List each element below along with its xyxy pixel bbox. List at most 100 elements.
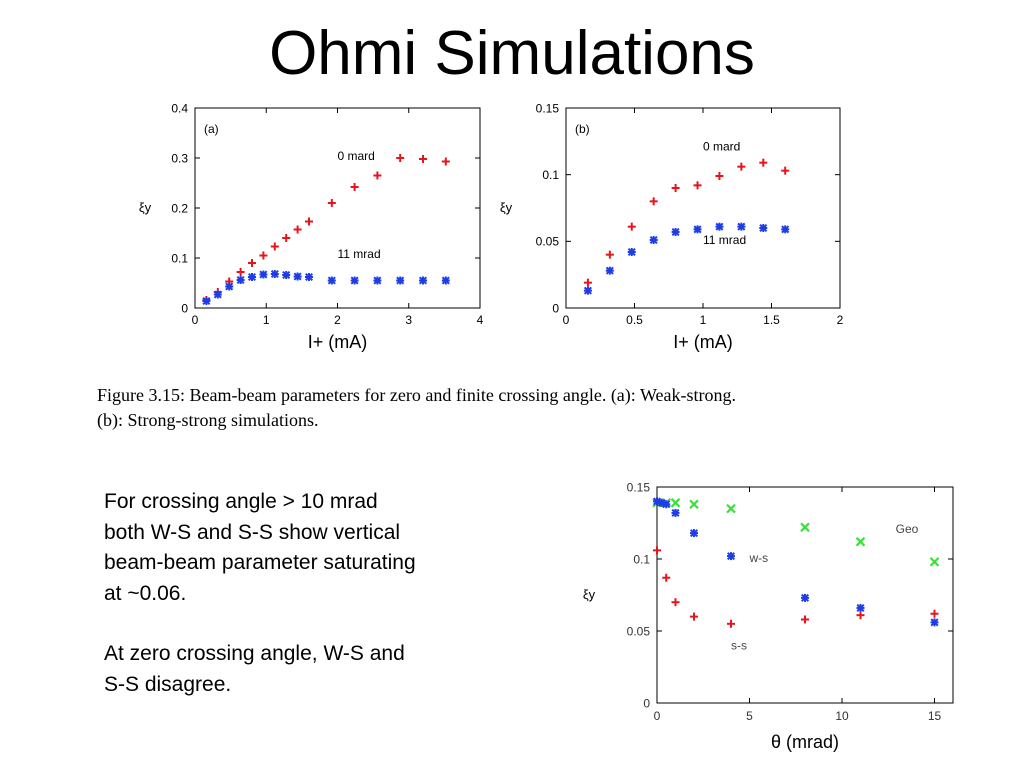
- series-label: w-s: [749, 551, 769, 565]
- data-point: [727, 619, 735, 628]
- data-point: [396, 276, 405, 285]
- data-point: [583, 278, 592, 287]
- x-tick-label: 1: [700, 313, 707, 327]
- series-label: 0 mard: [703, 140, 740, 154]
- series-11-mrad: [583, 222, 790, 295]
- data-point: [441, 276, 450, 285]
- data-point: [202, 296, 211, 306]
- note-paragraph-2: At zero crossing angle, W-S and S-S disa…: [104, 639, 504, 700]
- data-point: [248, 259, 256, 267]
- data-point: [293, 225, 302, 234]
- data-point: [282, 270, 291, 280]
- data-point: [671, 508, 680, 517]
- data-point: [418, 276, 428, 285]
- data-point: [689, 529, 699, 538]
- data-point: [627, 247, 636, 257]
- data-point: [247, 272, 257, 282]
- y-tick-label: 0.1: [171, 251, 188, 265]
- y-tick-label: 0.05: [536, 235, 560, 249]
- data-point: [236, 275, 245, 285]
- notes-text: For crossing angle > 10 mrad both W-S an…: [104, 487, 504, 730]
- x-tick-label: 2: [837, 313, 844, 327]
- x-tick-label: 0.5: [626, 313, 643, 327]
- x-tick-label: 0: [563, 313, 570, 327]
- data-point: [689, 499, 699, 510]
- data-point: [737, 222, 746, 231]
- x-tick-label: 15: [928, 709, 942, 723]
- x-tick-label: 0: [192, 313, 199, 327]
- y-axis-label: ξy: [583, 587, 596, 602]
- data-point: [670, 498, 681, 508]
- data-point: [800, 522, 810, 533]
- data-point: [259, 251, 268, 260]
- data-point: [856, 603, 865, 612]
- data-point: [327, 199, 336, 207]
- note-line: At zero crossing angle, W-S and: [104, 642, 405, 665]
- data-point: [419, 155, 427, 163]
- plot-frame: [656, 486, 954, 704]
- data-point: [649, 197, 658, 206]
- data-point: [855, 536, 866, 547]
- x-axis-label: I+ (mA): [673, 332, 733, 352]
- data-point: [627, 222, 636, 231]
- y-tick-label: 0.4: [171, 101, 188, 115]
- data-point: [293, 272, 302, 281]
- data-point: [715, 222, 724, 231]
- data-point: [304, 272, 314, 282]
- y-tick-label: 0.3: [171, 151, 188, 165]
- note-line: both W-S and S-S show vertical: [104, 520, 401, 544]
- data-point: [759, 223, 768, 233]
- y-tick-label: 0: [181, 301, 188, 315]
- series-s-s: [653, 546, 939, 628]
- x-tick-label: 10: [835, 709, 849, 723]
- data-point: [693, 225, 702, 234]
- y-tick-label: 0.15: [536, 101, 560, 115]
- series-label: Geo: [896, 522, 919, 536]
- data-point: [396, 154, 405, 162]
- data-point: [236, 268, 245, 276]
- x-tick-label: 2: [334, 313, 341, 327]
- x-tick-label: 1: [263, 313, 270, 327]
- note-line: beam-beam parameter saturating: [104, 551, 416, 574]
- caption-line-1: Figure 3.15: Beam-beam parameters for ze…: [97, 385, 736, 405]
- series-w-s: [652, 497, 939, 627]
- data-point: [930, 618, 939, 627]
- data-point: [225, 282, 234, 291]
- series-label: 11 mrad: [338, 247, 381, 261]
- series-label: 11 mrad: [703, 233, 746, 247]
- data-point: [671, 227, 680, 237]
- y-tick-label: 0.05: [627, 624, 651, 638]
- data-point: [801, 615, 809, 624]
- slide-title: Ohmi Simulations: [269, 19, 755, 88]
- data-point: [671, 184, 680, 192]
- data-point: [350, 183, 359, 191]
- series-label: 0 mard: [338, 149, 375, 163]
- data-point: [259, 270, 268, 279]
- data-point: [781, 166, 790, 175]
- data-point: [373, 276, 382, 285]
- data-point: [800, 593, 810, 602]
- data-point: [649, 235, 658, 245]
- data-point: [605, 266, 614, 275]
- data-point: [373, 171, 382, 180]
- figure-caption: Figure 3.15: Beam-beam parameters for ze…: [97, 383, 897, 433]
- x-tick-label: 0: [654, 709, 661, 723]
- data-point: [350, 276, 359, 285]
- data-point: [653, 546, 661, 555]
- data-point: [270, 269, 279, 279]
- y-tick-label: 0.2: [171, 201, 188, 215]
- series-11-mrad: [202, 269, 450, 306]
- data-point: [327, 276, 336, 285]
- note-line: at ~0.06.: [104, 581, 187, 605]
- data-point: [781, 225, 790, 234]
- note-paragraph-1: For crossing angle > 10 mrad both W-S an…: [104, 487, 504, 609]
- data-point: [726, 503, 736, 514]
- x-tick-label: 1.5: [763, 313, 780, 327]
- y-tick-label: 0: [643, 696, 650, 710]
- x-tick-label: 5: [746, 709, 753, 723]
- data-point: [282, 234, 291, 242]
- panel-label: (b): [575, 122, 590, 136]
- x-tick-label: 4: [477, 313, 484, 327]
